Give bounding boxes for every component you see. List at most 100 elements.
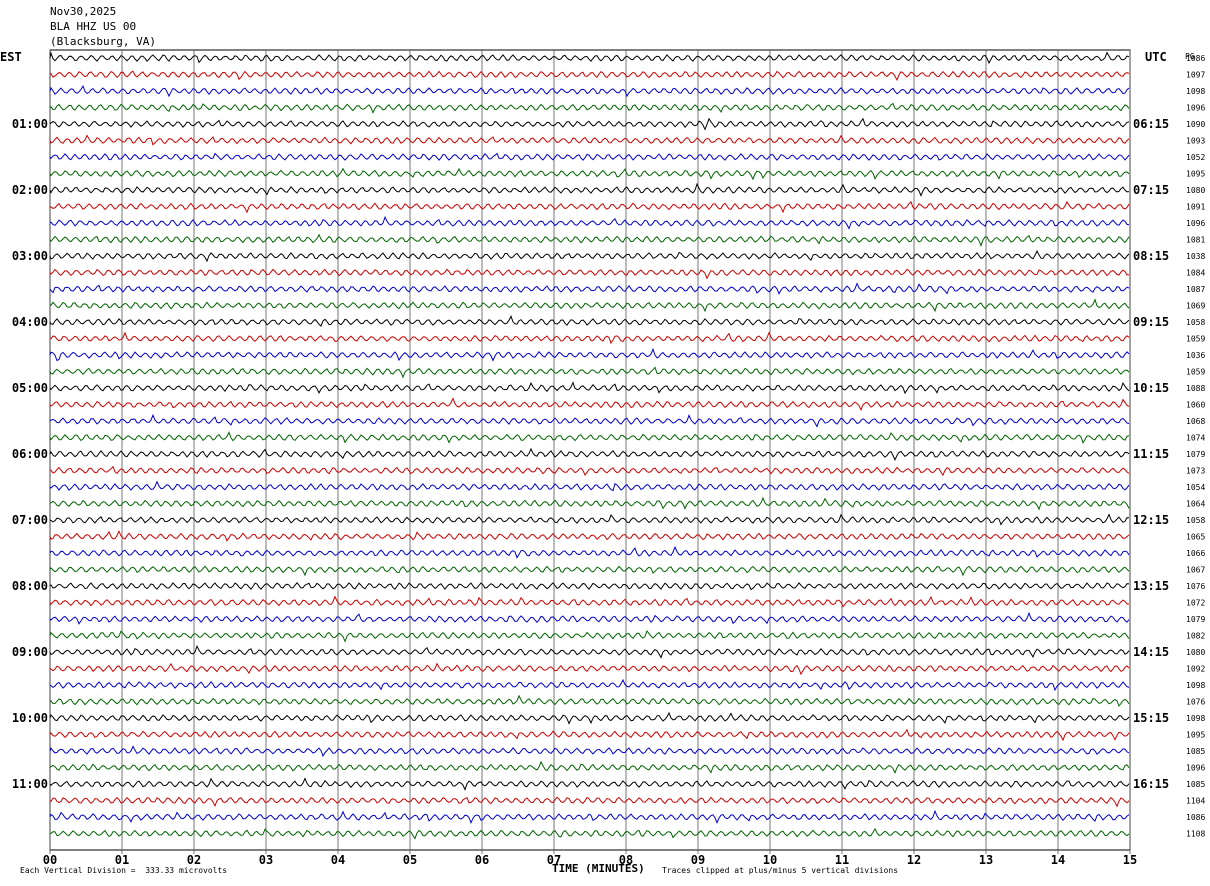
seismic-trace (49, 182, 1130, 197)
right-timezone-label: UTC (1145, 50, 1167, 64)
right-hour-label: 09:15 (1133, 315, 1169, 329)
trace-value-label: 1085 (1186, 780, 1205, 789)
trace-value-label: 1090 (1186, 120, 1205, 129)
x-tick-label: 07 (547, 853, 561, 867)
left-hour-label: 05:00 (12, 381, 48, 395)
right-hour-label: 11:15 (1133, 447, 1169, 461)
trace-value-label: 1088 (1186, 384, 1205, 393)
trace-value-label: 1079 (1186, 615, 1205, 624)
plot-frame (49, 49, 1131, 851)
seismic-trace (49, 827, 1130, 840)
seismic-trace (49, 347, 1130, 362)
right-hour-label: 15:15 (1133, 711, 1169, 725)
trace-value-label: 1084 (1186, 269, 1205, 278)
trace-value-label: 1104 (1186, 797, 1205, 806)
x-tick-label: 02 (187, 853, 201, 867)
seismic-trace (49, 595, 1130, 608)
trace-value-label: 1095 (1186, 170, 1205, 179)
left-hour-label: 02:00 (12, 183, 48, 197)
seismic-trace (49, 134, 1130, 146)
seismic-trace (49, 796, 1130, 808)
seismic-trace (49, 745, 1130, 758)
seismic-trace (49, 431, 1130, 444)
x-tick-label: 13 (979, 853, 993, 867)
seismic-trace (49, 644, 1130, 659)
trace-value-label: 1068 (1186, 417, 1205, 426)
x-tick-label: 11 (835, 853, 849, 867)
trace-value-label: 1086 (1186, 54, 1205, 63)
right-hour-label: 16:15 (1133, 777, 1169, 791)
seismic-trace (49, 760, 1130, 774)
seismic-trace (49, 233, 1130, 248)
trace-value-label: 1060 (1186, 401, 1205, 410)
trace-value-label: 1064 (1186, 500, 1205, 509)
trace-value-label: 1059 (1186, 335, 1205, 344)
seismic-trace (49, 200, 1130, 214)
seismic-trace (49, 51, 1130, 65)
x-tick-label: 10 (763, 853, 777, 867)
trace-value-label: 1091 (1186, 203, 1205, 212)
x-tick-label: 01 (115, 853, 129, 867)
left-timezone-label: EST (0, 50, 22, 64)
seismic-trace (49, 298, 1130, 313)
seismic-trace (49, 678, 1130, 692)
seismic-trace (49, 777, 1130, 791)
trace-value-label: 1058 (1186, 516, 1205, 525)
trace-value-label: 1069 (1186, 302, 1205, 311)
station-code: BLA HHZ US 00 (50, 20, 137, 33)
x-tick-label: 15 (1123, 853, 1137, 867)
trace-value-label: 1092 (1186, 665, 1205, 674)
seismic-trace (49, 629, 1130, 643)
x-tick-label: 03 (259, 853, 273, 867)
trace-value-label: 1065 (1186, 533, 1205, 542)
left-hour-label: 03:00 (12, 249, 48, 263)
trace-value-label: 1080 (1186, 648, 1205, 657)
trace-value-label: 1095 (1186, 731, 1205, 740)
trace-value-label: 1098 (1186, 87, 1205, 96)
clip-note: Traces clipped at plus/minus 5 vertical … (662, 866, 899, 875)
seismic-trace (49, 84, 1130, 98)
trace-value-label: 1054 (1186, 483, 1205, 492)
trace-value-label: 1081 (1186, 236, 1205, 245)
left-hour-label: 11:00 (12, 777, 48, 791)
seismic-trace (49, 662, 1130, 676)
seismic-trace (49, 447, 1130, 462)
seismic-trace (49, 809, 1130, 825)
x-tick-label: 08 (619, 853, 633, 867)
right-hour-label: 08:15 (1133, 249, 1169, 263)
seismic-trace (49, 565, 1130, 577)
trace-value-label: 1058 (1186, 318, 1205, 327)
trace-value-label: 1079 (1186, 450, 1205, 459)
seismic-trace (49, 513, 1130, 526)
seismic-trace (49, 694, 1130, 707)
left-hour-label: 10:00 (12, 711, 48, 725)
trace-value-label: 1067 (1186, 566, 1205, 575)
right-hour-label: 07:15 (1133, 183, 1169, 197)
plot-date: Nov30,2025 (50, 5, 117, 18)
seismic-trace (49, 249, 1130, 263)
seismic-trace (49, 268, 1130, 280)
seismic-trace (49, 315, 1130, 327)
seismic-trace (49, 711, 1130, 725)
trace-value-label: 1085 (1186, 747, 1205, 756)
trace-value-label: 1072 (1186, 599, 1205, 608)
right-hour-label: 10:15 (1133, 381, 1169, 395)
trace-value-label: 1086 (1186, 813, 1205, 822)
trace-value-label: 1082 (1186, 632, 1205, 641)
seismic-trace (49, 117, 1130, 131)
seismic-trace (49, 728, 1130, 742)
trace-value-label: 1087 (1186, 285, 1205, 294)
trace-value-label: 1096 (1186, 219, 1205, 228)
x-tick-label: 04 (331, 853, 345, 867)
x-axis-title: TIME (MINUTES) (552, 862, 645, 875)
seismic-trace (49, 496, 1130, 511)
right-column-header: PG (1185, 52, 1195, 61)
scale-note: Each Vertical Division = 333.33 microvol… (20, 866, 228, 875)
trace-value-label: 1098 (1186, 714, 1205, 723)
trace-value-label: 1097 (1186, 71, 1205, 80)
seismic-trace (49, 381, 1130, 395)
seismic-trace (49, 152, 1130, 161)
seismic-trace (49, 167, 1130, 181)
seismic-trace (49, 611, 1130, 625)
